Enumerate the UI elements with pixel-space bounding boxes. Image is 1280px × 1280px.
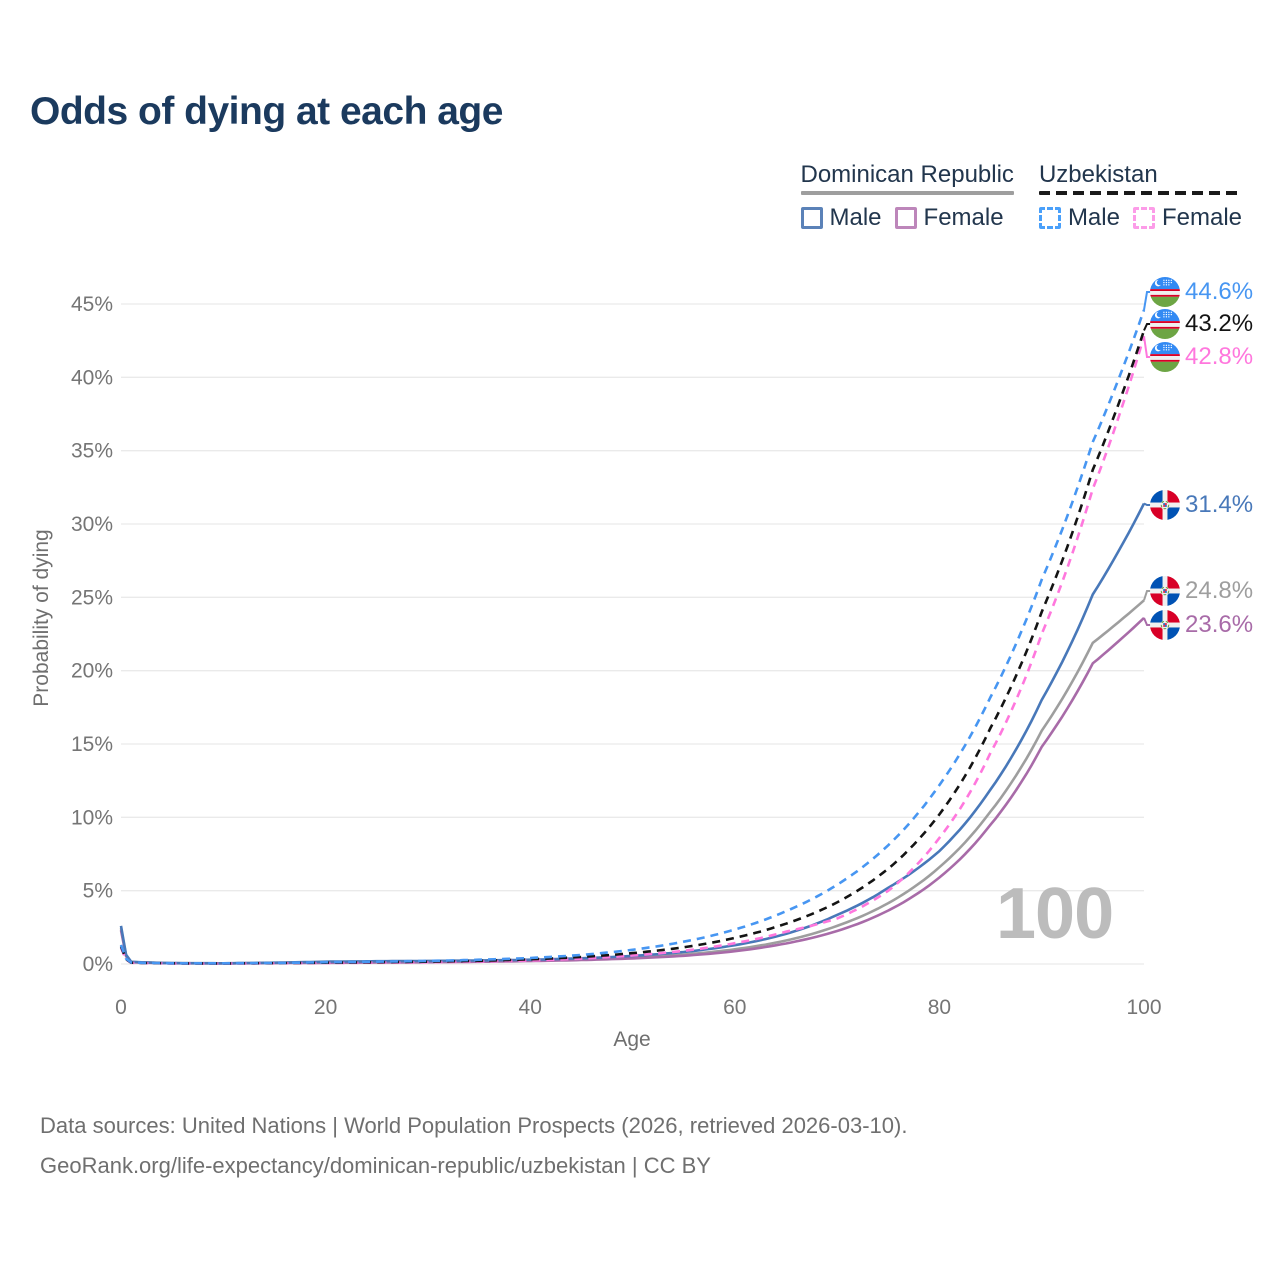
x-tick-label-40: 40 (519, 996, 542, 1019)
y-tick-label-5: 5% (83, 880, 113, 903)
end-label-do-male: 31.4% (1150, 490, 1253, 520)
x-tick-label-100: 100 (1126, 996, 1161, 1019)
legend-item-dr-male[interactable]: Male (800, 204, 882, 232)
y-tick-label-20: 20% (71, 660, 113, 683)
series-line-do-male[interactable] (119, 502, 1146, 965)
legend-country-name: Dominican Republic (800, 161, 1014, 188)
end-value-uz-female: 42.8% (1185, 343, 1254, 370)
x-tick-label-20: 20 (314, 996, 337, 1019)
y-tick-label-35: 35% (71, 440, 113, 463)
y-tick-label-10: 10% (71, 806, 113, 829)
legend-country-dominican-republic[interactable]: Dominican Republic (800, 161, 1014, 195)
end-value-uz-both: 43.2% (1185, 310, 1254, 337)
x-tick-label-60: 60 (723, 996, 746, 1019)
series-line-uz-female[interactable] (119, 335, 1146, 965)
end-value-do-male: 31.4% (1185, 491, 1254, 518)
legend-item-label: Male (829, 204, 882, 231)
end-label-do-female: 23.6% (1150, 610, 1253, 640)
checkbox-dashed-male-icon (1038, 207, 1061, 229)
checkbox-dashed-female-icon (1132, 207, 1155, 229)
legend-country-uzbekistan[interactable]: Uzbekistan (1038, 161, 1242, 195)
y-axis-title: Probability of dying (30, 529, 53, 707)
footer: Data sources: United Nations | World Pop… (40, 1106, 907, 1186)
x-axis-title: Age (613, 1028, 651, 1051)
end-label-do-both: 24.8% (1150, 576, 1253, 606)
end-value-uz-male: 44.6% (1185, 278, 1254, 305)
legend-items-dominican-republic: Male Female (800, 204, 1014, 232)
page-title: Odds of dying at each age (30, 90, 503, 133)
legend-group-dominican-republic: Dominican Republic Male Female (800, 161, 1014, 232)
x-tick-label-0: 0 (115, 996, 127, 1019)
y-tick-label-40: 40% (71, 366, 113, 389)
checkbox-solid-male-icon (800, 207, 823, 229)
legend-line-sample-dashed (1038, 191, 1242, 195)
watermark-age-100: 100 (996, 874, 1114, 954)
end-label-uz-both: 43.2% (1150, 309, 1253, 339)
series-line-uz-male[interactable] (119, 309, 1146, 965)
end-value-do-both: 24.8% (1185, 577, 1254, 604)
y-tick-label-45: 45% (71, 293, 113, 316)
flag-uzbekistan-icon (1150, 309, 1180, 339)
legend-group-uzbekistan: Uzbekistan Male Female (1038, 161, 1242, 232)
x-tick-label-80: 80 (928, 996, 951, 1019)
legend-item-uz-male[interactable]: Male (1038, 204, 1120, 232)
legend: Dominican Republic Male Female Uzbekista… (800, 161, 1242, 232)
legend-item-label: Male (1067, 204, 1120, 231)
end-value-do-female: 23.6% (1185, 611, 1254, 638)
attribution-line: GeoRank.org/life-expectancy/dominican-re… (40, 1153, 711, 1178)
legend-item-uz-female[interactable]: Female (1132, 204, 1242, 232)
flag-dominican-republic-icon (1150, 490, 1180, 520)
flag-dominican-republic-icon (1150, 576, 1180, 606)
y-tick-label-30: 30% (71, 513, 113, 536)
end-label-uz-male: 44.6% (1150, 277, 1253, 307)
legend-item-dr-female[interactable]: Female (894, 204, 1004, 232)
flag-uzbekistan-icon (1150, 277, 1180, 307)
end-label-uz-female: 42.8% (1150, 342, 1253, 372)
data-sources-line: Data sources: United Nations | World Pop… (40, 1113, 908, 1138)
legend-item-label: Female (923, 204, 1004, 231)
legend-line-sample-solid (800, 191, 1014, 195)
legend-item-label: Female (1161, 204, 1242, 231)
flag-uzbekistan-icon (1150, 342, 1180, 372)
y-tick-label-15: 15% (71, 733, 113, 756)
y-tick-label-25: 25% (71, 586, 113, 609)
flag-dominican-republic-icon (1150, 610, 1180, 640)
legend-country-name: Uzbekistan (1038, 161, 1158, 188)
series-line-uz-both[interactable] (119, 329, 1146, 965)
legend-items-uzbekistan: Male Female (1038, 204, 1242, 232)
checkbox-solid-female-icon (894, 207, 917, 229)
y-tick-label-0: 0% (83, 953, 113, 976)
series-line-do-both[interactable] (119, 599, 1145, 965)
